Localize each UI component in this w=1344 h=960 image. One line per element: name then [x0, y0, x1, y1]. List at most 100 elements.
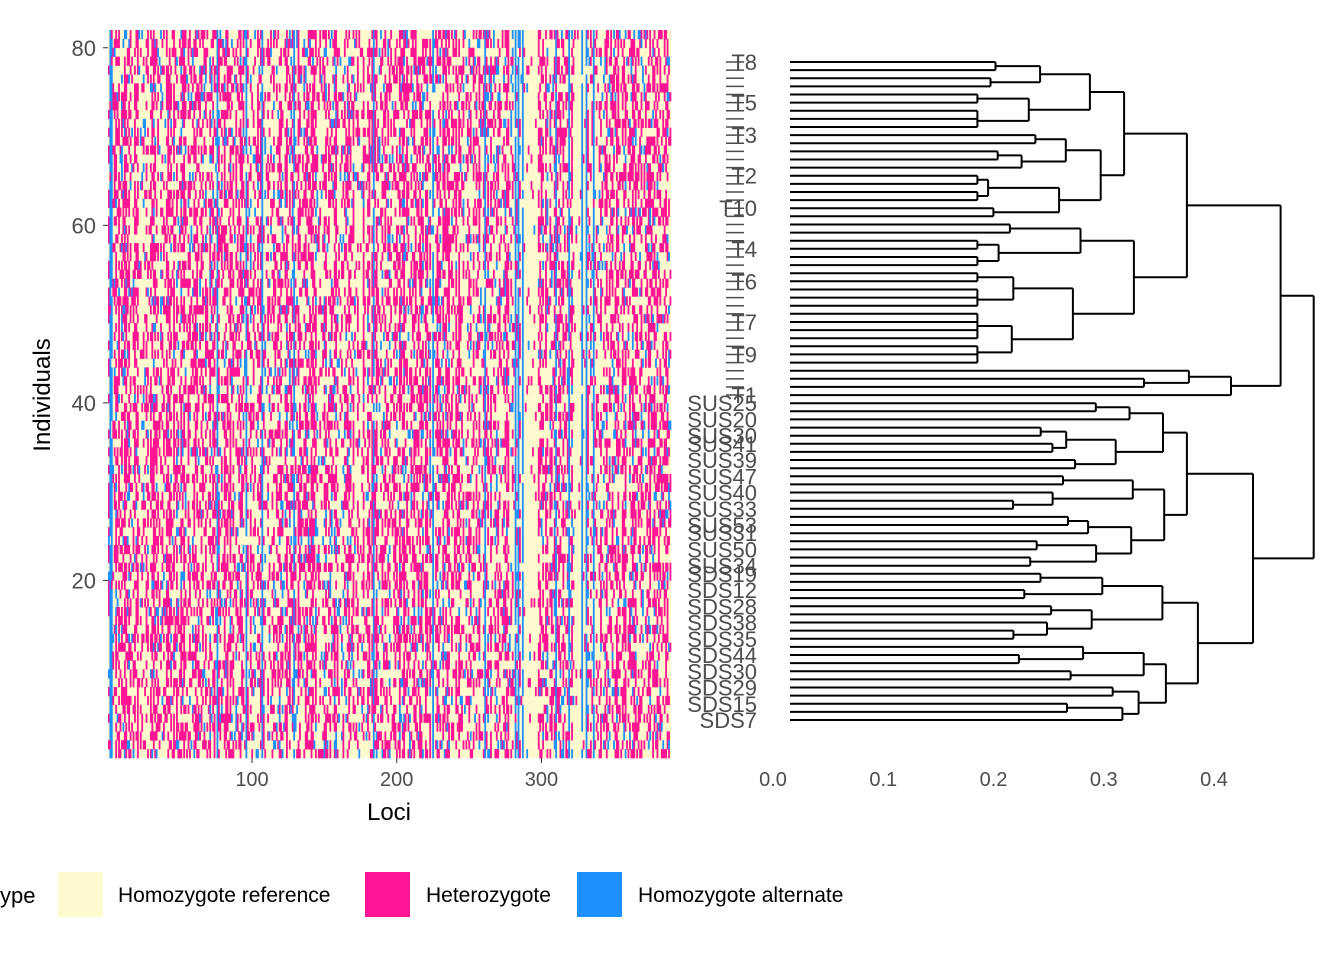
- heatmap-cell: [178, 544, 181, 555]
- heatmap-cell: [119, 749, 122, 759]
- heatmap-cell: [115, 429, 118, 439]
- heatmap-cell: [145, 367, 148, 377]
- heatmap-cell: [258, 74, 261, 84]
- heatmap-cell: [115, 358, 118, 368]
- heatmap-cell: [183, 411, 186, 421]
- heatmap-cell: [303, 74, 306, 84]
- heatmap-cell: [216, 56, 219, 66]
- heatmap-cell: [129, 482, 132, 493]
- heatmap-cell: [149, 287, 152, 297]
- heatmap-cell: [134, 101, 136, 111]
- heatmap-cell: [280, 260, 283, 271]
- heatmap-cell: [139, 260, 142, 271]
- heatmap-cell: [241, 456, 243, 466]
- heatmap-cell: [303, 749, 306, 759]
- heatmap-cell: [223, 225, 226, 235]
- heatmap-cell: [220, 695, 223, 706]
- heatmap-cell: [262, 598, 265, 608]
- heatmap-cell: [187, 598, 190, 608]
- heatmap-cell: [261, 305, 264, 315]
- heatmap-cell: [148, 491, 151, 501]
- heatmap-cell: [173, 740, 175, 750]
- heatmap-cell: [189, 189, 191, 200]
- heatmap-cell: [110, 402, 113, 413]
- heatmap-cell: [286, 580, 288, 590]
- heatmap-cell: [286, 74, 288, 84]
- heatmap-cell: [228, 607, 230, 617]
- heatmap-cell: [272, 385, 275, 395]
- heatmap-cell: [215, 127, 217, 137]
- heatmap-cell: [125, 269, 128, 279]
- heatmap-cell: [262, 465, 265, 475]
- heatmap-cell: [304, 624, 307, 635]
- heatmap-cell: [177, 429, 180, 439]
- heatmap-cell: [229, 473, 232, 484]
- heatmap-cell: [200, 571, 203, 581]
- heatmap-cell: [155, 56, 158, 66]
- heatmap-cell: [217, 518, 220, 528]
- heatmap-cell: [135, 322, 138, 333]
- heatmap-cell: [229, 225, 232, 235]
- heatmap-cell: [108, 65, 110, 75]
- heatmap-cell: [161, 172, 164, 182]
- heatmap-cell: [110, 598, 113, 608]
- heatmap-cell: [262, 580, 265, 590]
- heatmap-cell: [187, 109, 190, 120]
- heatmap-cell: [183, 172, 186, 182]
- heatmap-cell: [164, 278, 167, 288]
- heatmap-cell: [301, 518, 304, 528]
- heatmap-cell: [152, 38, 155, 49]
- heatmap-cell: [119, 615, 122, 626]
- heatmap-cell: [183, 118, 186, 129]
- heatmap-cell: [132, 660, 135, 670]
- heatmap-cell: [183, 101, 186, 111]
- heatmap-cell: [109, 704, 112, 714]
- heatmap-cell: [204, 65, 207, 75]
- heatmap-cell: [297, 56, 300, 66]
- heatmap-cell: [204, 101, 207, 111]
- heatmap-cell: [202, 509, 204, 519]
- heatmap-cell: [226, 402, 229, 413]
- heatmap-cell: [170, 331, 173, 342]
- heatmap-cell: [252, 65, 255, 75]
- heatmap-cell: [257, 713, 259, 723]
- heatmap-cell: [223, 509, 226, 519]
- heatmap-cell: [176, 580, 178, 590]
- heatmap-cell: [272, 660, 275, 670]
- heatmap-cell: [125, 740, 128, 750]
- heatmap-cell: [303, 438, 306, 448]
- heatmap-cell: [216, 651, 219, 661]
- heatmap-cell: [267, 92, 269, 102]
- heatmap-cell: [296, 30, 298, 40]
- heatmap-cell: [194, 713, 197, 723]
- heatmap-cell: [268, 394, 271, 404]
- heatmap-cell: [121, 163, 123, 173]
- heatmap-cell: [216, 447, 219, 457]
- heatmap-cell: [109, 749, 112, 759]
- heatmap-cell: [228, 314, 230, 324]
- heatmap-cell: [191, 287, 194, 297]
- heatmap-cell: [274, 473, 277, 484]
- heatmap-cell: [141, 402, 144, 413]
- heatmap-cell: [245, 580, 248, 590]
- heatmap-cell: [155, 429, 158, 439]
- heatmap-cell: [119, 296, 122, 306]
- heatmap-cell: [118, 713, 120, 723]
- heatmap-cell: [135, 38, 138, 49]
- heatmap-cell: [154, 376, 157, 386]
- heatmap-cell: [183, 163, 186, 173]
- heatmap-cell: [109, 686, 112, 697]
- heatmap-cell: [238, 92, 241, 102]
- heatmap-cell: [109, 482, 112, 493]
- heatmap-cell: [290, 331, 293, 342]
- heatmap-cell: [152, 367, 155, 377]
- heatmap-cell: [109, 225, 112, 235]
- heatmap-cell: [272, 562, 275, 572]
- heatmap-cell: [115, 456, 118, 466]
- heatmap-cell: [123, 216, 126, 226]
- heatmap-cell: [258, 536, 261, 546]
- heatmap-cell: [245, 491, 248, 501]
- heatmap-cell: [163, 447, 165, 457]
- heatmap-cell: [132, 704, 135, 714]
- heatmap-cell: [193, 571, 196, 581]
